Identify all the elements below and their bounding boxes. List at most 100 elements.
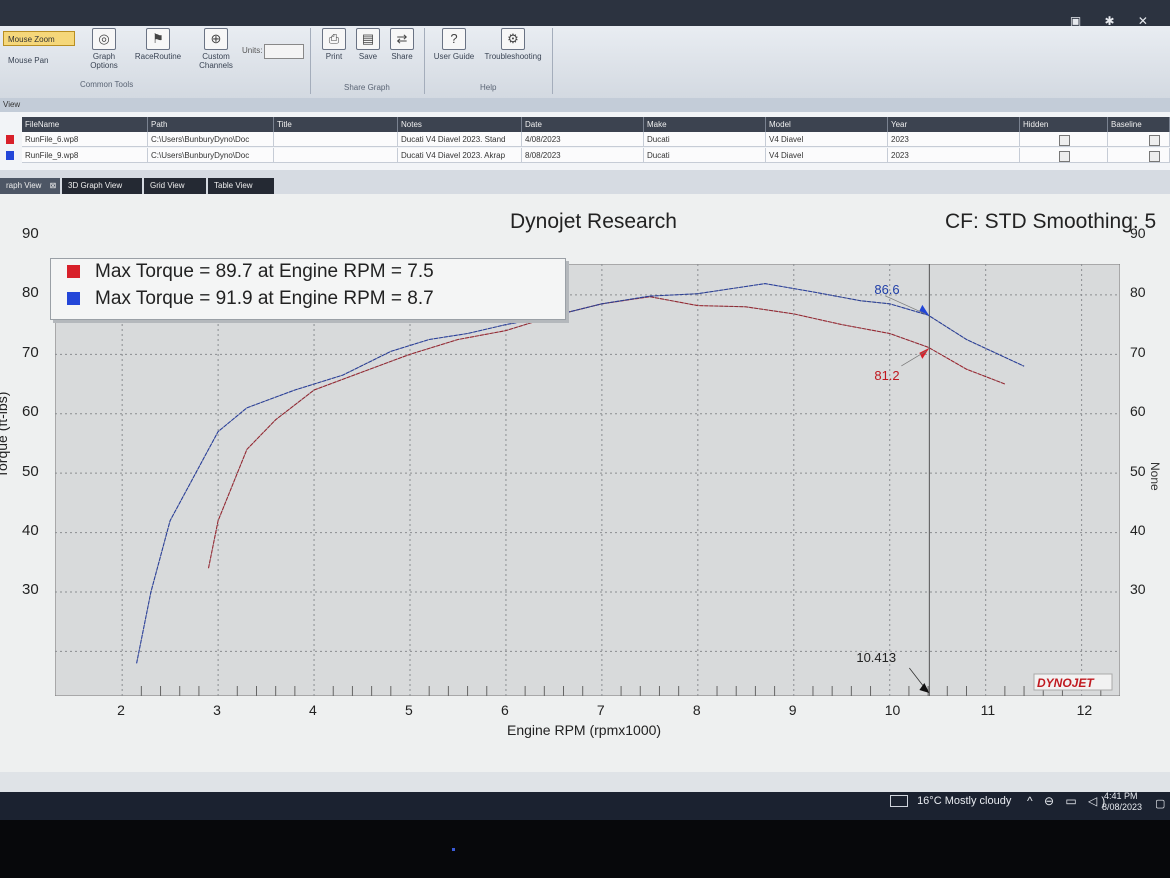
run-color-swatch[interactable] (6, 151, 14, 160)
units-dropdown[interactable] (264, 44, 304, 59)
table-cell-filename[interactable]: RunFile_6.wp8 (22, 132, 148, 147)
x-tick-label: 2 (117, 702, 125, 718)
race-routine-label: RaceRoutine (134, 52, 182, 61)
baseline-checkbox[interactable] (1149, 151, 1160, 162)
weather-icon (890, 795, 908, 808)
x-tick-label: 3 (213, 702, 221, 718)
save-icon: ▤ (356, 28, 380, 50)
run-file-table: FileName Path Title Notes Date Make Mode… (0, 112, 1170, 170)
chart-cursor[interactable]: 86.6 81.2 10.413 (856, 264, 930, 696)
tab-grid-view[interactable]: Grid View (144, 178, 206, 194)
race-routine-button[interactable]: ⚑ RaceRoutine (132, 28, 184, 61)
x-tick-label: 12 (1076, 702, 1093, 718)
column-header-date[interactable]: Date (522, 117, 644, 132)
tab-graph-view[interactable]: raph View ⊠ (0, 178, 60, 194)
table-cell-title (274, 132, 398, 147)
callout-line (901, 350, 927, 367)
window-title-bar: ▣ ✱ ✕ (0, 0, 1170, 28)
column-header-filename[interactable]: FileName (22, 117, 148, 132)
graph-options-button[interactable]: ◎ Graph Options (86, 28, 122, 70)
custom-channels-button[interactable]: ⊕ Custom Channels (196, 28, 236, 70)
save-button[interactable]: ▤ Save (354, 28, 382, 61)
y-tick-label: 60 (22, 403, 39, 421)
y-tick-label: 90 (22, 224, 39, 242)
share-button[interactable]: ⇄ Share (388, 28, 416, 61)
x-tick-label: 5 (405, 702, 413, 718)
x-tick-label: 11 (980, 702, 996, 718)
column-header-baseline[interactable]: Baseline (1108, 117, 1170, 132)
cursor-value-red: 81.2 (874, 368, 899, 383)
legend-red-swatch (67, 265, 80, 278)
table-cell-model: V4 Diavel (766, 132, 888, 147)
table-cell-notes: Ducati V4 Diavel 2023. Akrap (398, 148, 522, 163)
tab-3d-graph-view[interactable]: 3D Graph View (62, 178, 142, 194)
column-header-hidden[interactable]: Hidden (1020, 117, 1108, 132)
tab-table-view[interactable]: Table View (208, 178, 274, 194)
table-cell-date: 4/08/2023 (522, 132, 644, 147)
table-cell-baseline (1108, 148, 1170, 163)
weather-widget[interactable]: 16°C Mostly cloudy (890, 795, 1012, 808)
mouse-pan-button[interactable]: Mouse Pan (8, 56, 49, 65)
cursor-marker-axis (919, 683, 930, 693)
torque-curve-shadow (136, 283, 1025, 664)
hidden-checkbox[interactable] (1059, 135, 1070, 146)
table-cell-year: 2023 (888, 132, 1020, 147)
y-tick-label-right: 90 (1130, 224, 1146, 241)
custom-channels-icon: ⊕ (204, 28, 228, 50)
hidden-checkbox[interactable] (1059, 151, 1070, 162)
notification-icon[interactable]: ▢ (1155, 798, 1166, 810)
x-tick-label: 4 (309, 702, 317, 718)
column-header-model[interactable]: Model (766, 117, 888, 132)
view-tab-bar: raph View ⊠ 3D Graph View Grid View Tabl… (0, 170, 1170, 194)
view-panel-header: View (0, 98, 1170, 112)
power-led (452, 848, 455, 851)
window-controls-icon[interactable]: ▣ ✱ ✕ (1069, 14, 1158, 28)
troubleshooting-gear-icon: ⚙ (501, 28, 525, 50)
y-axis-label: Torque (ft-lbs) (0, 391, 10, 478)
monitor-bezel (0, 820, 1170, 878)
clock-time[interactable]: 4:41 PM (1104, 791, 1138, 801)
cursor-marker-red (919, 347, 930, 359)
column-header-title[interactable]: Title (274, 117, 398, 132)
user-guide-button[interactable]: ? User Guide (432, 28, 476, 61)
logo-text: DYNOJET (1037, 676, 1095, 690)
share-graph-group-label: Share Graph (344, 83, 390, 92)
x-tick-label: 9 (788, 702, 797, 718)
weather-text: 16°C Mostly cloudy (917, 795, 1012, 807)
chart-legend[interactable]: Max Torque = 89.7 at Engine RPM = 7.5 Ma… (50, 258, 566, 320)
troubleshooting-button[interactable]: ⚙ Troubleshooting (482, 28, 544, 61)
mouse-zoom-button[interactable]: Mouse Zoom (3, 31, 75, 46)
y-tick-label: 50 (22, 462, 39, 480)
column-header-notes[interactable]: Notes (398, 117, 522, 132)
table-cell-make: Ducati (644, 132, 766, 147)
table-cell-title (274, 148, 398, 163)
tab-close-icon[interactable]: ⊠ (49, 181, 57, 190)
column-header-make[interactable]: Make (644, 117, 766, 132)
share-label: Share (391, 52, 413, 61)
dynojet-logo: DYNOJET (1033, 673, 1113, 691)
custom-channels-label: Custom Channels (199, 52, 233, 70)
column-header-path[interactable]: Path (148, 117, 274, 132)
cursor-marker-blue (919, 304, 930, 316)
baseline-checkbox[interactable] (1149, 135, 1160, 146)
ribbon-separator (424, 28, 425, 94)
clock-date[interactable]: 8/08/2023 (1102, 802, 1143, 812)
y-tick-label: 80 (22, 284, 39, 302)
column-header-year[interactable]: Year (888, 117, 1020, 132)
print-button[interactable]: ⎙ Print (320, 28, 348, 61)
run-color-swatch[interactable] (6, 135, 14, 144)
torque-chart[interactable]: 86.6 81.2 10.413 DYNOJET (55, 264, 1120, 696)
printer-icon: ⎙ (322, 28, 346, 50)
cursor-readout: 10.413 (856, 650, 896, 665)
x-tick-label: 10 (884, 702, 901, 718)
user-guide-label: User Guide (433, 52, 475, 61)
cursor-value-blue: 86.6 (874, 282, 899, 297)
y-tick-label-right: 50 (1130, 462, 1146, 479)
system-tray-icons[interactable]: ^ ⊖ ▭ ◁) (1027, 794, 1110, 808)
table-cell-filename[interactable]: RunFile_9.wp8 (22, 148, 148, 163)
save-label: Save (358, 52, 378, 61)
graph-options-icon: ◎ (92, 28, 116, 50)
table-cell-year: 2023 (888, 148, 1020, 163)
y-axis-right-label: None (1148, 462, 1162, 491)
table-cell-date: 8/08/2023 (522, 148, 644, 163)
